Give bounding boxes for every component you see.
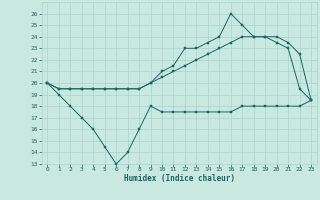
X-axis label: Humidex (Indice chaleur): Humidex (Indice chaleur) [124, 174, 235, 183]
